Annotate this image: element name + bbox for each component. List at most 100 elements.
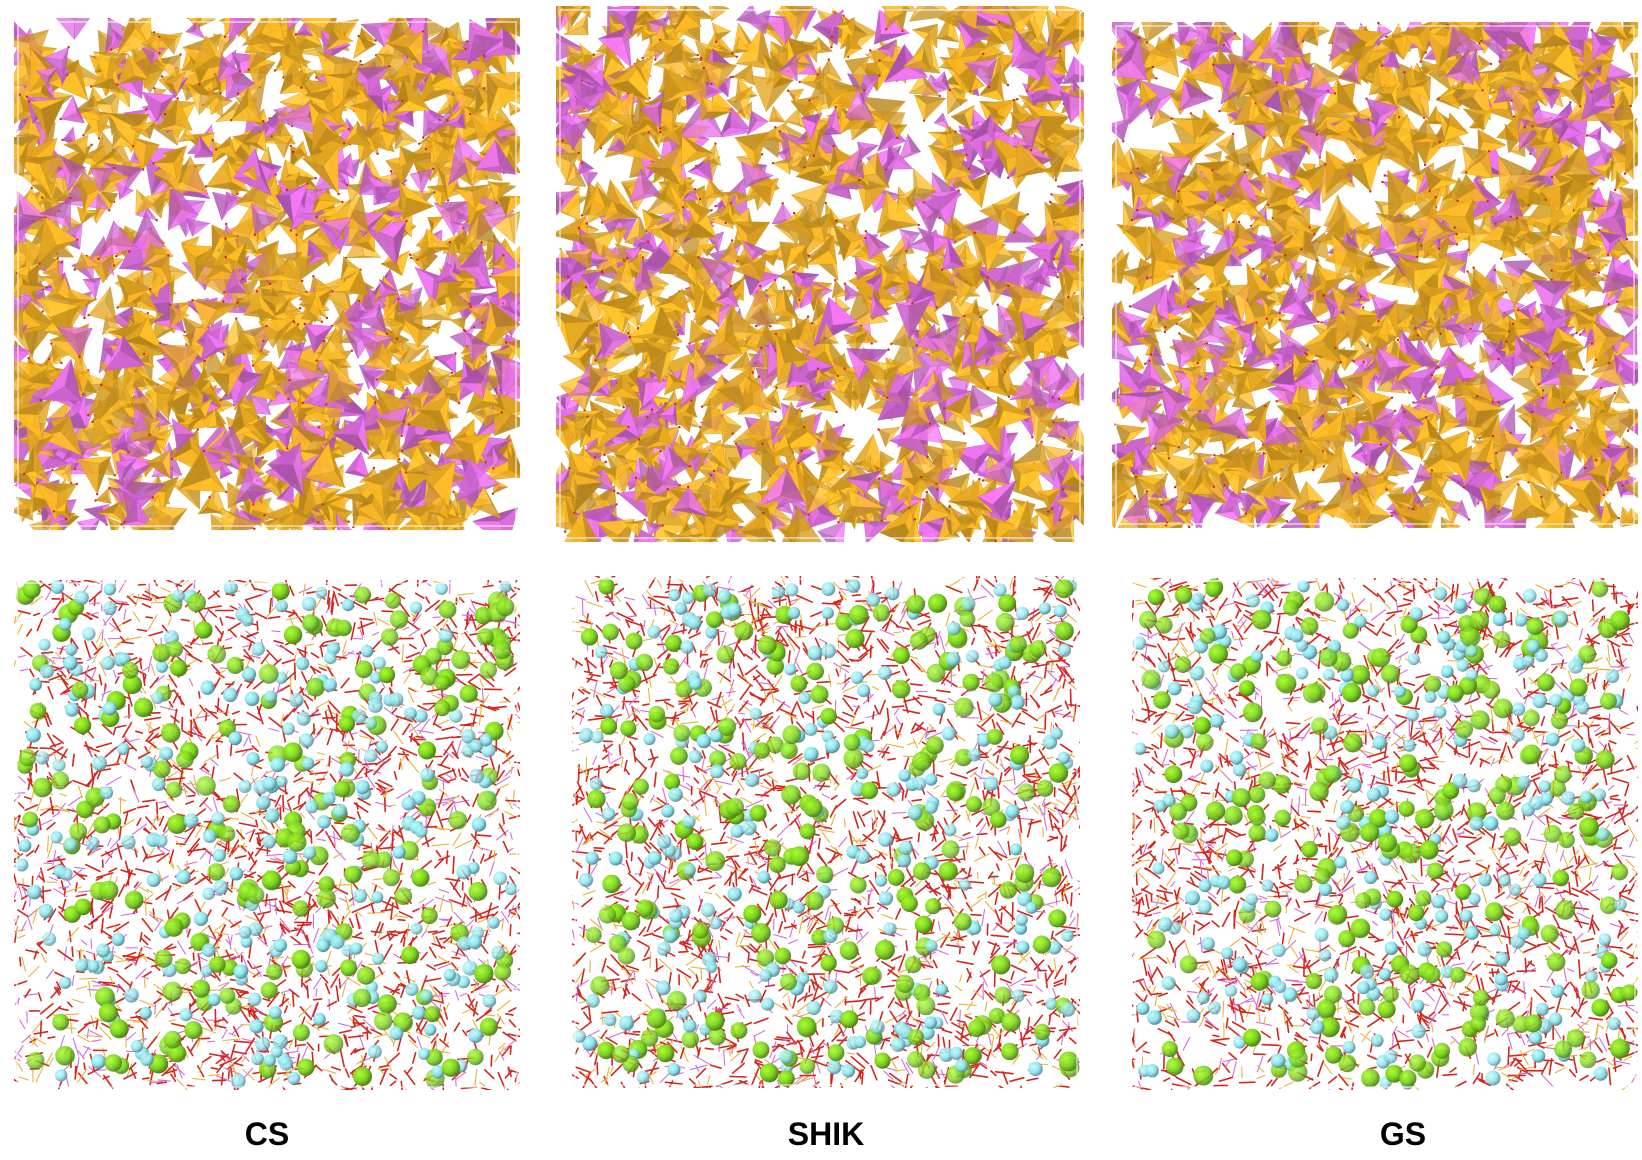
- oxygen-dot: [350, 349, 354, 352]
- oxygen-dot: [433, 191, 436, 194]
- oxygen-dot: [388, 65, 391, 68]
- oxygen-dot: [67, 46, 70, 49]
- oxygen-dot: [483, 87, 486, 90]
- oxygen-dot: [317, 521, 320, 524]
- oxygen-dot: [219, 399, 222, 402]
- oxygen-dot: [116, 83, 119, 86]
- oxygen-dot: [149, 288, 152, 291]
- oxygen-dot: [401, 99, 404, 103]
- oxygen-dot: [109, 48, 113, 51]
- oxygen-dot: [253, 233, 257, 236]
- tetrahedron-gold-face: [327, 248, 341, 267]
- oxygen-dot: [408, 253, 412, 256]
- oxygen-dot: [464, 47, 467, 51]
- oxygen-dot: [407, 423, 411, 426]
- oxygen-dot: [481, 321, 484, 324]
- oxygen-dot: [322, 339, 326, 343]
- tetrahedron-gold-face: [487, 86, 520, 118]
- oxygen-dot: [289, 144, 293, 148]
- tetrahedron-gold-face: [200, 18, 216, 23]
- tetrahedron-pink-face: [453, 211, 458, 226]
- tetrahedron-pink-face: [276, 497, 294, 504]
- oxygen-dot: [202, 449, 205, 453]
- tetrahedron-gold-face: [340, 265, 361, 281]
- oxygen-dot: [315, 359, 318, 362]
- oxygen-dot: [219, 92, 222, 95]
- oxygen-dot: [294, 33, 298, 36]
- oxygen-dot: [306, 182, 309, 185]
- oxygen-dot: [186, 18, 189, 19]
- tetrahedron-pink-face: [185, 21, 197, 33]
- tetrahedron-gold-face: [452, 89, 474, 114]
- oxygen-dot: [402, 420, 406, 423]
- tetrahedron-pink-face: [127, 436, 153, 453]
- tetrahedron-gold-face: [426, 186, 443, 208]
- oxygen-dot: [27, 357, 30, 360]
- oxygen-dot: [170, 457, 173, 461]
- oxygen-dot: [469, 305, 472, 308]
- oxygen-dot: [835, 410, 838, 414]
- oxygen-dot: [385, 332, 389, 335]
- oxygen-dot: [269, 282, 272, 286]
- oxygen-dot: [405, 219, 408, 223]
- oxygen-dot: [409, 256, 413, 260]
- oxygen-dot: [957, 189, 960, 192]
- oxygen-dot: [127, 450, 130, 454]
- tetrahedron-gold-face: [202, 404, 235, 421]
- oxygen-dot: [347, 128, 351, 131]
- oxygen-dot: [331, 290, 334, 293]
- oxygen-dot: [580, 162, 584, 165]
- tetrahedron-gold-face: [184, 127, 196, 141]
- oxygen-dot: [100, 383, 103, 387]
- oxygen-dot: [40, 196, 44, 199]
- oxygen-dot: [303, 322, 306, 326]
- oxygen-dot: [191, 299, 194, 302]
- oxygen-dot: [112, 264, 116, 267]
- oxygen-dot: [315, 215, 318, 219]
- oxygen-dot: [282, 76, 285, 79]
- tetrahedron-gold-face: [445, 93, 455, 112]
- oxygen-dot: [123, 520, 126, 524]
- oxygen-dot: [397, 297, 400, 301]
- oxygen-dot: [148, 433, 151, 436]
- tetrahedron-gold-face: [169, 271, 188, 284]
- oxygen-dot: [247, 68, 250, 71]
- oxygen-dot: [342, 142, 346, 145]
- oxygen-dot: [196, 428, 199, 431]
- oxygen-dot: [225, 490, 228, 494]
- oxygen-dot: [270, 135, 273, 138]
- tetrahedron-pink-face: [110, 29, 117, 50]
- oxygen-dot: [262, 120, 265, 123]
- tetrahedron-pink-face: [69, 18, 79, 20]
- tetrahedron-gold-face: [430, 74, 466, 95]
- oxygen-dot: [75, 482, 79, 486]
- tetrahedron-pink-face: [78, 392, 87, 429]
- oxygen-dot: [153, 87, 156, 90]
- oxygen-dot: [25, 95, 28, 98]
- oxygen-dot: [375, 378, 378, 381]
- oxygen-dot: [223, 35, 227, 38]
- oxygen-dot: [446, 119, 449, 122]
- oxygen-dot: [492, 467, 495, 470]
- oxygen-dot: [482, 54, 486, 58]
- tetrahedron-gold-face: [132, 307, 160, 320]
- oxygen-dot: [142, 352, 146, 356]
- oxygen-dot: [108, 486, 111, 489]
- oxygen-dot: [265, 324, 268, 328]
- tetrahedron-gold-face: [312, 276, 346, 290]
- tetrahedron-gold-face: [391, 347, 411, 360]
- oxygen-dot: [422, 136, 425, 139]
- tetrahedron-gold-face: [430, 365, 453, 377]
- oxygen-dot: [64, 517, 68, 521]
- tetrahedron-pink-face: [253, 493, 266, 505]
- tetrahedron-pink-face: [194, 135, 202, 158]
- oxygen-dot: [223, 291, 226, 294]
- oxygen-dot: [798, 80, 801, 84]
- oxygen-dot: [295, 233, 298, 236]
- oxygen-dot: [82, 134, 85, 137]
- oxygen-dot: [83, 316, 86, 320]
- oxygen-dot: [198, 83, 201, 86]
- oxygen-dot: [236, 301, 239, 304]
- tetrahedron-gold-face: [426, 228, 451, 248]
- oxygen-dot: [56, 257, 59, 260]
